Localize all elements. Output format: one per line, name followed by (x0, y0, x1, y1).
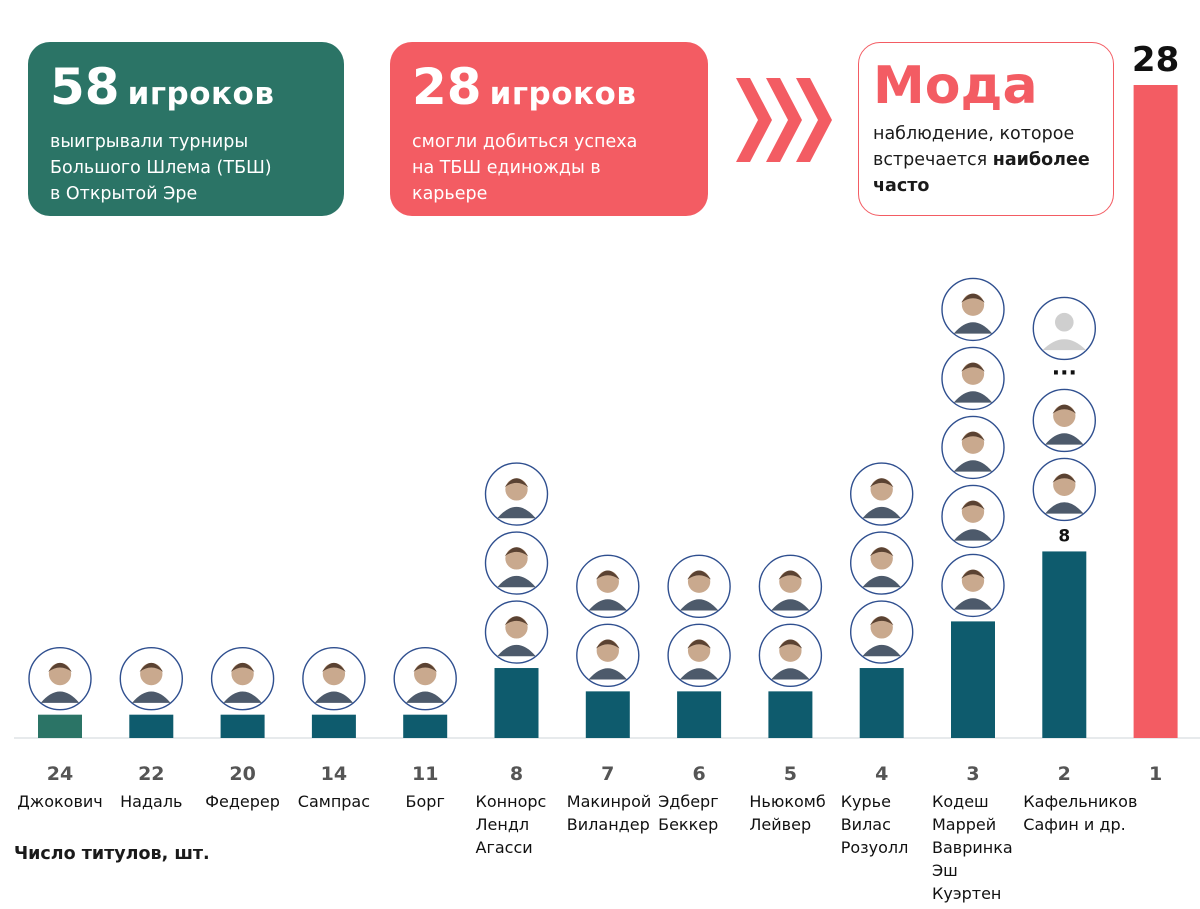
player-avatar (850, 531, 914, 595)
player-name: Федерер (205, 792, 280, 811)
total-players-number: 58 игроков (50, 58, 275, 116)
bar-6 (677, 691, 722, 738)
player-avatar (758, 623, 823, 688)
once-winners-card: 28 игроков смогли добиться успеха на ТБШ … (390, 42, 708, 216)
x-axis-title: Число титулов, шт. (14, 844, 210, 864)
category-label-8: 8 (510, 763, 523, 785)
once-winners-number: 28 игроков (412, 58, 637, 116)
player-avatar (667, 554, 731, 619)
player-name: Агасси (476, 838, 533, 857)
player-avatar (941, 277, 1005, 342)
player-avatar (850, 462, 914, 526)
category-label-2: 2 (1058, 763, 1071, 785)
player-avatar (119, 646, 184, 711)
total-players-desc: выигрывали турниры Большого Шлема (ТБШ) … (50, 132, 272, 204)
player-name: Сафин и др. (1023, 815, 1125, 834)
player-avatar (576, 554, 640, 619)
player-avatar (576, 623, 640, 688)
category-label-3: 3 (966, 763, 979, 785)
player-name: Розуолл (841, 838, 909, 857)
bar-1 (1133, 85, 1178, 738)
bar-24 (38, 714, 82, 738)
player-avatar (758, 554, 823, 619)
player-avatar (393, 646, 457, 711)
bar-value-label: 28 (1132, 40, 1179, 80)
player-name: Виландер (567, 815, 650, 834)
player-name: Джокович (17, 792, 102, 811)
category-label-20: 20 (229, 763, 255, 785)
bar-4 (859, 668, 904, 738)
player-name: Борг (406, 792, 445, 811)
player-avatar (302, 646, 366, 711)
player-avatar (484, 531, 549, 595)
player-name: Кодеш (932, 792, 989, 811)
player-avatar (1032, 457, 1097, 522)
mode-desc: наблюдение, которое встречается наиболее… (873, 124, 1090, 196)
category-label-22: 22 (138, 763, 164, 785)
category-label-24: 24 (47, 763, 73, 785)
player-name: Лендл (476, 815, 530, 834)
player-name: Беккер (658, 815, 718, 834)
player-avatar (941, 415, 1005, 480)
player-name: Макинрой (567, 792, 651, 811)
bar-8 (494, 668, 539, 738)
player-avatar (1032, 388, 1097, 453)
player-name: Куэртен (932, 884, 1001, 903)
placeholder-avatar-icon (1032, 296, 1097, 361)
player-avatar (484, 600, 549, 664)
player-name: Надаль (120, 792, 182, 811)
player-name: Вилас (841, 815, 891, 834)
once-winners-desc: смогли добиться успеха на ТБШ единожды в… (412, 132, 638, 204)
chevron-arrows-icon (736, 78, 832, 162)
player-avatar (941, 553, 1005, 618)
category-label-7: 7 (601, 763, 614, 785)
player-name: Коннорс (476, 792, 547, 811)
bar-7 (585, 691, 630, 738)
category-label-14: 14 (321, 763, 347, 785)
bar-20 (220, 714, 265, 738)
bar-3 (951, 621, 995, 738)
player-name: Курье (841, 792, 891, 811)
category-label-11: 11 (412, 763, 438, 785)
player-avatar (210, 646, 275, 711)
player-name: Ньюкомб (749, 792, 825, 811)
player-name: Вавринка (932, 838, 1013, 857)
player-avatar (484, 462, 549, 526)
total-players-card: 58 игроков выигрывали турниры Большого Шл… (28, 42, 344, 216)
player-avatar (667, 623, 731, 688)
bar-value-label: 8 (1058, 526, 1070, 546)
player-name: Эш (932, 861, 958, 880)
bar-2 (1042, 551, 1087, 738)
category-label-1: 1 (1149, 763, 1162, 785)
bar-14 (311, 714, 356, 738)
bar-5 (768, 691, 813, 738)
player-name: Маррей (932, 815, 996, 834)
player-name: Сампрас (298, 792, 370, 811)
category-label-4: 4 (875, 763, 888, 785)
bar-11 (403, 714, 448, 738)
bar-22 (129, 714, 174, 738)
mode-title: Мода (873, 56, 1038, 116)
player-name: Кафельников (1023, 792, 1137, 811)
category-label-6: 6 (692, 763, 705, 785)
category-label-5: 5 (784, 763, 797, 785)
player-avatar (28, 646, 92, 711)
player-name: Лейвер (749, 815, 811, 834)
player-name: Эдберг (658, 792, 719, 811)
player-avatar (941, 484, 1005, 549)
mode-definition-card: Мода наблюдение, которое встречается наи… (858, 42, 1114, 216)
player-avatar (941, 346, 1005, 411)
player-avatar (850, 600, 914, 664)
